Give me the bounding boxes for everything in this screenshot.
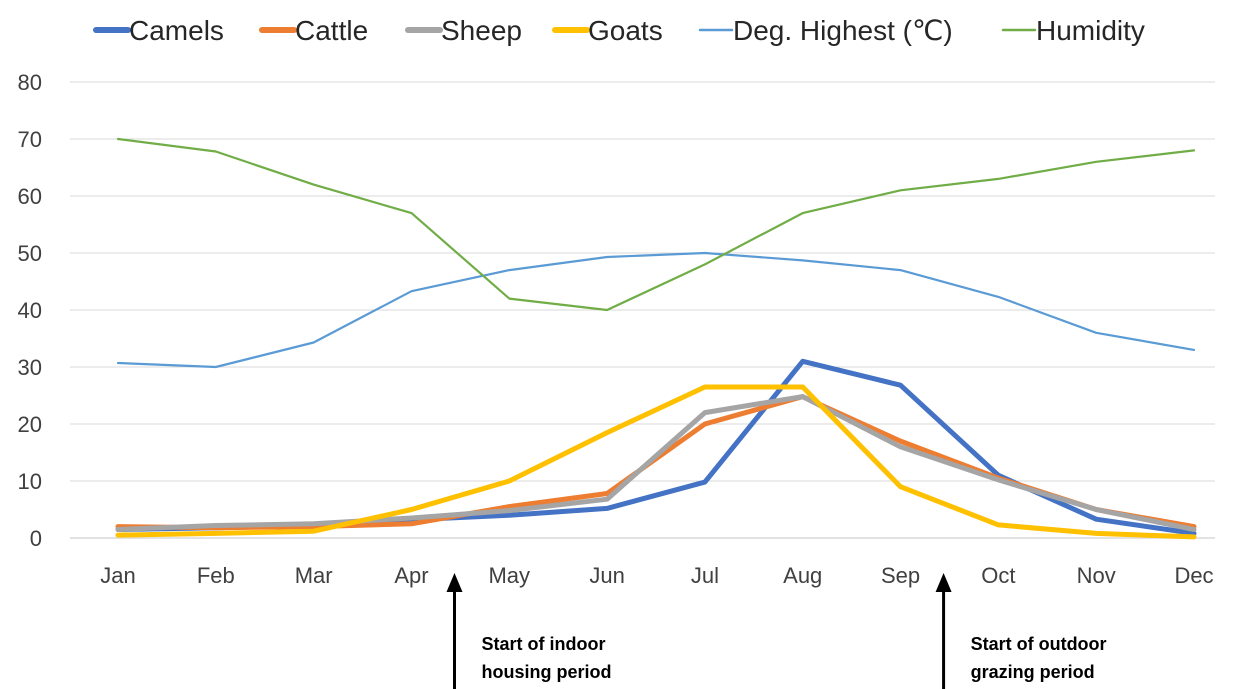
gridlines [70,81,1215,482]
legend-label: Cattle [295,15,368,46]
y-tick-label: 20 [18,412,42,437]
legend-label: Camels [129,15,224,46]
annotation-label: housing period [481,662,611,682]
x-tick-label: Oct [981,563,1015,588]
legend-label: Sheep [441,15,522,46]
x-tick-label: May [488,563,530,588]
series-lines [115,137,1197,540]
series-line-sheep [115,394,1197,532]
annotation-label: Start of indoor [481,634,605,654]
annotation-label: Start of outdoor [971,634,1107,654]
up-arrow-icon [935,573,952,592]
y-tick-label: 0 [30,526,42,551]
x-tick-label: Jun [589,563,624,588]
x-tick-label: Jan [100,563,135,588]
x-tick-label: Jul [691,563,719,588]
series-line-humidity [116,137,1196,312]
series-line-cattle [115,394,1197,531]
legend-label: Goats [588,15,663,46]
annotations: Start of indoor housing period Start of ou… [446,573,1107,689]
x-tick-label: Dec [1174,563,1213,588]
y-tick-label: 10 [18,469,42,494]
y-tick-label: 40 [18,298,42,323]
series-line-goats [115,384,1197,540]
annotation-label: grazing period [971,662,1095,682]
axes: 0 10 20 30 40 50 60 70 80 Jan Feb Mar Apr May Jun Jul Au… [18,70,1215,588]
series-line-camels [115,358,1197,536]
x-tick-label: Sep [881,563,920,588]
x-tick-label: Aug [783,563,822,588]
legend-label: Deg. Highest (℃) [733,15,953,46]
y-tick-label: 30 [18,355,42,380]
y-tick-label: 70 [18,127,42,152]
up-arrow-icon [446,573,463,592]
x-tick-label: Mar [295,563,333,588]
x-tick-label: Feb [197,563,235,588]
annotation: Start of outdoor grazing period [935,573,1107,689]
legend-label: Humidity [1036,15,1145,46]
series-line-deg-highest [116,251,1196,369]
y-tick-label: 80 [18,70,42,95]
x-tick-label: Apr [394,563,428,588]
annotation: Start of indoor housing period [446,573,611,689]
legend: Camels Cattle Sheep Goats Deg. Highest (℃) Hu… [93,15,1145,46]
x-tick-label: Nov [1077,563,1116,588]
y-tick-label: 50 [18,241,42,266]
y-tick-label: 60 [18,184,42,209]
